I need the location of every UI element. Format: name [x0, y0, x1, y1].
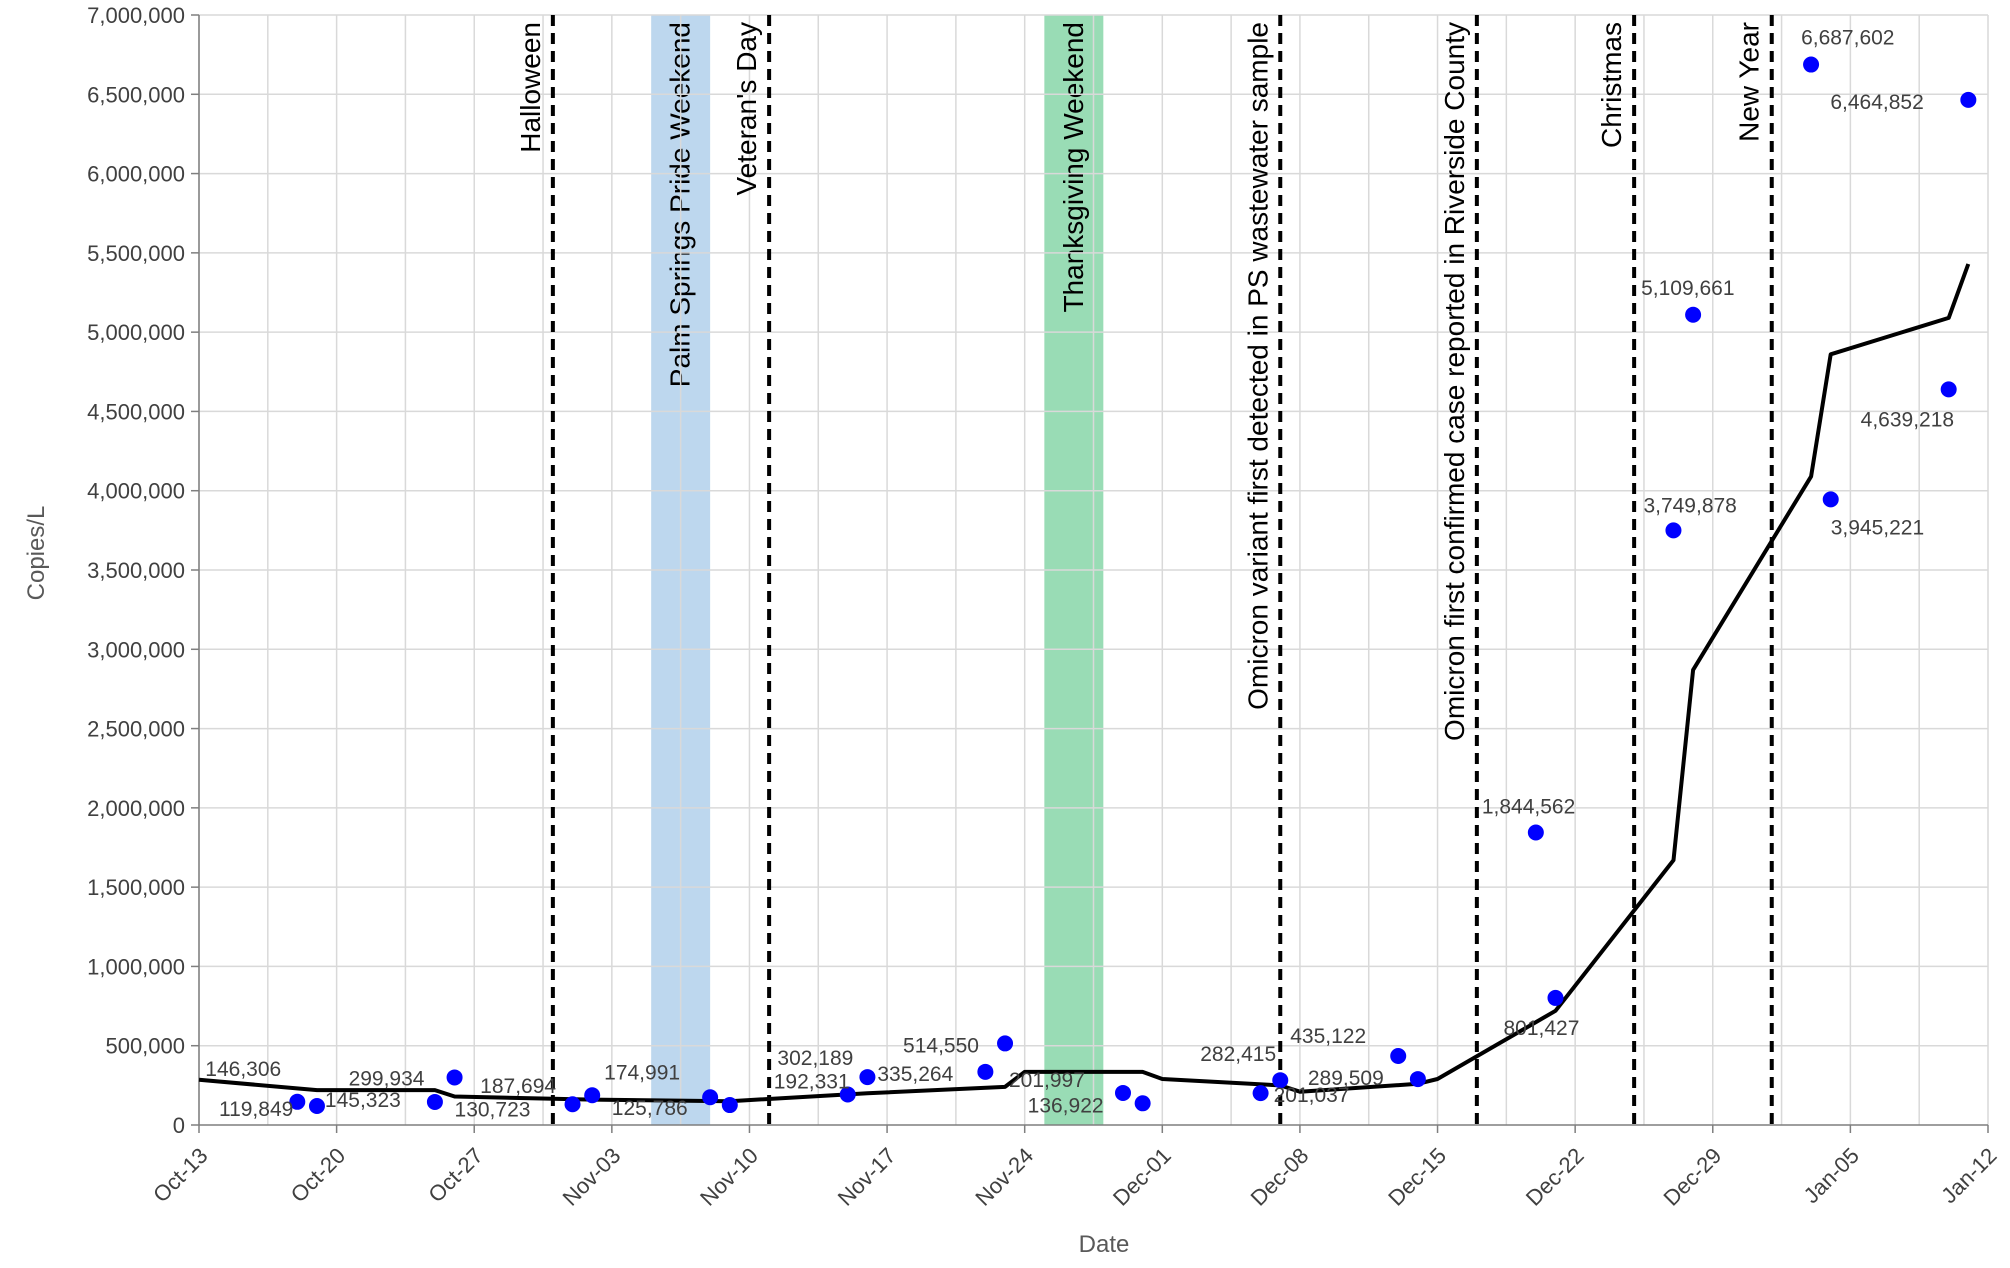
data-label: 174,991 [604, 1061, 680, 1084]
data-label: 289,509 [1308, 1067, 1384, 1090]
data-point [1665, 522, 1682, 539]
data-label: 187,694 [480, 1075, 556, 1098]
event-label: Veteran's Day [731, 22, 762, 195]
data-point [1134, 1095, 1151, 1112]
data-label: 282,415 [1200, 1043, 1276, 1066]
x-tick-label: Oct-20 [286, 1143, 350, 1207]
data-label: 514,550 [903, 1034, 979, 1057]
data-label: 299,934 [349, 1067, 425, 1090]
y-tick-label: 4,000,000 [87, 479, 185, 504]
event-label: Omicron first confirmed case reported in… [1439, 22, 1470, 741]
y-tick-label: 2,000,000 [87, 796, 185, 821]
data-label: 435,122 [1290, 1025, 1366, 1048]
x-tick-label: Dec-29 [1658, 1143, 1726, 1211]
data-point [1252, 1085, 1269, 1102]
y-tick-label: 500,000 [105, 1034, 185, 1059]
data-label: 6,464,852 [1830, 91, 1923, 114]
x-tick-label: Nov-24 [970, 1143, 1038, 1211]
data-label: 201,037 [1274, 1084, 1350, 1107]
y-tick-label: 6,500,000 [87, 82, 185, 107]
data-point [1527, 824, 1544, 841]
data-point [1822, 491, 1839, 508]
data-label: 1,844,562 [1482, 796, 1575, 819]
y-tick-label: 0 [173, 1113, 185, 1138]
data-point [1114, 1084, 1131, 1101]
event-label: Omicron variant first detected in PS was… [1242, 22, 1273, 710]
data-point [446, 1069, 463, 1086]
y-axis-title: Copies/L [23, 506, 50, 601]
data-label: 125,786 [612, 1097, 688, 1120]
data-point [426, 1093, 443, 1110]
y-tick-label: 1,500,000 [87, 875, 185, 900]
data-label: 3,945,221 [1831, 516, 1924, 539]
data-point [721, 1097, 738, 1114]
data-label: 146,306 [205, 1058, 281, 1081]
y-tick-label: 5,500,000 [87, 241, 185, 266]
data-label: 5,109,661 [1641, 277, 1734, 300]
x-tick-label: Dec-15 [1383, 1143, 1451, 1211]
trend-line [198, 263, 1971, 1104]
data-label: 801,427 [1503, 1017, 1579, 1040]
x-tick-label: Jan-05 [1799, 1143, 1864, 1208]
x-axis-title: Date [1079, 1231, 1130, 1258]
data-point [977, 1063, 994, 1080]
data-label: 136,922 [1028, 1094, 1104, 1117]
data-label: 201,997 [1009, 1069, 1085, 1092]
y-tick-label: 2,500,000 [87, 717, 185, 742]
data-label: 335,264 [877, 1063, 953, 1086]
y-tick-label: 4,500,000 [87, 399, 185, 424]
data-label: 130,723 [455, 1098, 531, 1121]
data-label: 119,849 [219, 1098, 293, 1121]
data-label: 6,687,602 [1801, 27, 1894, 50]
data-point [1803, 56, 1820, 73]
x-tick-label: Dec-08 [1246, 1143, 1314, 1211]
data-label: 145,323 [325, 1089, 401, 1112]
data-label: 4,639,218 [1861, 408, 1954, 431]
data-point [308, 1097, 325, 1114]
data-point [564, 1096, 581, 1113]
data-point [1409, 1071, 1426, 1088]
data-point [997, 1035, 1014, 1052]
data-point [839, 1086, 856, 1103]
y-tick-label: 1,000,000 [87, 954, 185, 979]
data-point [1685, 306, 1702, 323]
x-tick-label: Dec-01 [1108, 1143, 1176, 1211]
x-tick-label: Dec-22 [1521, 1143, 1589, 1211]
data-point [702, 1089, 719, 1106]
data-point [1547, 989, 1564, 1006]
x-tick-label: Nov-17 [833, 1143, 901, 1211]
event-label: Halloween [515, 22, 546, 153]
x-tick-label: Jan-12 [1936, 1143, 2001, 1208]
data-point [1960, 91, 1977, 108]
data-point [1272, 1072, 1289, 1089]
y-tick-label: 3,500,000 [87, 558, 185, 583]
data-point [584, 1087, 601, 1104]
data-label: 3,749,878 [1643, 494, 1736, 517]
y-tick-label: 7,000,000 [87, 3, 185, 28]
event-label: New Year [1734, 22, 1765, 142]
x-tick-label: Nov-10 [695, 1143, 763, 1211]
data-point [289, 1093, 306, 1110]
event-label: Christmas [1596, 22, 1627, 148]
y-tick-label: 6,000,000 [87, 162, 185, 187]
y-tick-label: 5,000,000 [87, 320, 185, 345]
data-point [859, 1069, 876, 1086]
data-point [1390, 1048, 1407, 1065]
data-point [1940, 381, 1957, 398]
x-tick-label: Oct-27 [423, 1143, 487, 1207]
x-tick-label: Oct-13 [148, 1143, 212, 1207]
data-label: 302,189 [777, 1047, 853, 1070]
y-tick-label: 3,000,000 [87, 637, 185, 662]
x-tick-label: Nov-03 [558, 1143, 626, 1211]
shaded-period-label: Thanksgiving Weekend [1058, 22, 1089, 313]
data-label: 192,331 [774, 1071, 850, 1094]
